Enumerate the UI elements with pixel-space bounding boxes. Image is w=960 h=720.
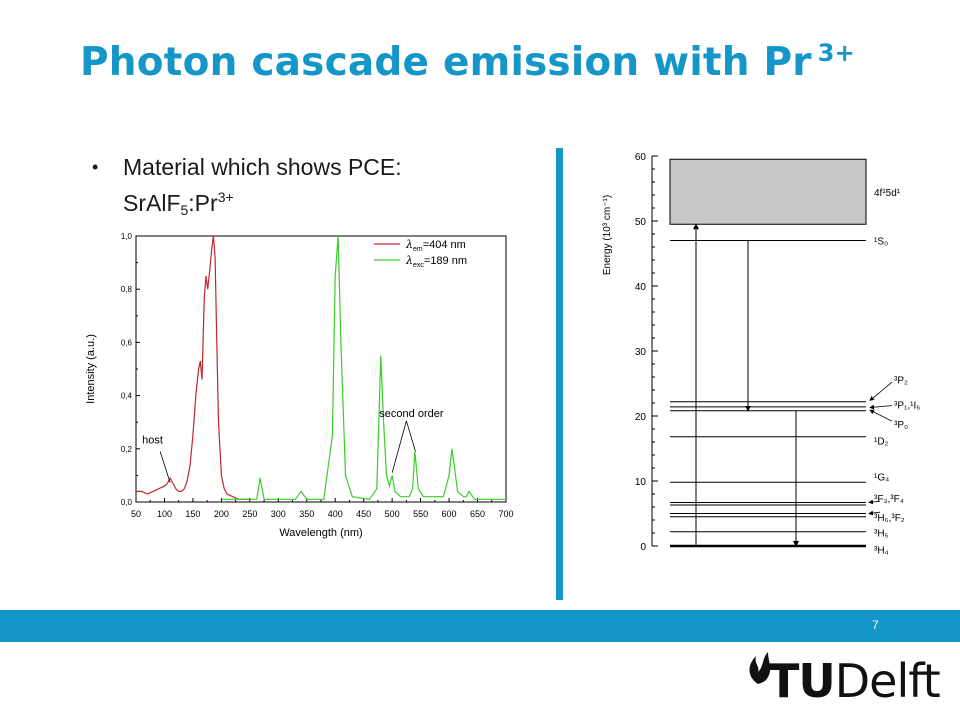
x-tick-label: 500 [385,509,400,519]
energy-level-label: ³P₀ [894,420,908,431]
x-tick-label: 400 [328,509,343,519]
energy-level-label: ¹D₂ [874,437,889,448]
energy-level-label: ³P₂ [894,376,908,387]
second-order-annotation: second order [379,408,444,420]
energy-tick-label: 20 [635,412,647,423]
page-number: 7 [872,618,879,632]
energy-tick-label: 10 [635,477,647,488]
footer-band [0,610,960,642]
x-tick-label: 600 [442,509,457,519]
energy-level-label: ³P₁,¹I₆ [894,400,920,411]
legend-subscript: em [413,246,423,253]
spectrum-chart: Wavelength (nm) Intensity (a.u.) 50 100 150… [85,232,514,539]
spectrum-series [136,235,506,500]
energy-band-4f5d [669,158,867,225]
energy-transitions [693,223,799,547]
spectrum-annotations: host second order [142,408,444,483]
level-label-arrow [869,381,893,401]
energy-tick-label: 50 [635,217,647,228]
energy-level-label: ³H₅ [874,528,889,539]
x-tick-label: 450 [356,509,371,519]
formula-part: SrAlF [123,190,181,216]
band-label: 4f¹5d¹ [874,188,901,199]
energy-tick-label: 40 [635,282,647,293]
y-tick-label: 1,0 [121,232,133,241]
bullet-text: Material which shows PCE: [123,154,402,180]
x-tick-label: 700 [498,509,513,519]
level-label-arrow [869,409,893,422]
logo-wordmark: TUDelft [768,654,941,708]
x-tick-label: 300 [271,509,286,519]
level-label-arrow [868,510,881,516]
legend-entry: λexc=189 nm [405,254,467,269]
x-tick-label: 550 [413,509,428,519]
legend-symbol: λ [405,238,413,251]
y-tick-label: 0,4 [121,392,133,401]
legend-text: =404 nm [423,239,466,251]
energy-level-diagram: 0 10 20 30 40 50 60 Energy (10³ cm⁻¹) 4f¹5d¹ ¹S₀… [602,152,920,556]
second-order-arrow [391,420,407,473]
host-arrow [159,451,171,483]
y-axis-label: Intensity (a.u.) [85,334,97,404]
x-tick-label: 650 [470,509,485,519]
x-axis-label: Wavelength (nm) [279,527,362,539]
x-tick-label: 100 [157,509,172,519]
logo-suffix: Delft [834,654,941,708]
energy-levels: 4f¹5d¹ ¹S₀ ³P₂ ³P₁,¹I₆ ³P₀ ¹D₂ ¹G₄ ³F₃,³F₄ ³H₆,³… [669,158,920,556]
bullet-dot-icon: • [92,157,99,177]
y-tick-label: 0,0 [121,498,133,507]
energy-axis-label: Energy (10³ cm⁻¹) [602,195,613,275]
excitation-spectrum-line [221,235,506,500]
tu-delft-logo: TUDelft [728,650,941,714]
material-formula: SrAlF5:Pr3+ [123,182,402,225]
logo-prefix: TU [768,654,836,708]
x-tick-label: 200 [214,509,229,519]
legend-text: =189 nm [424,255,467,267]
level-label-arrow [868,499,881,505]
legend-subscript: exc [413,262,424,269]
x-tick-label: 150 [185,509,200,519]
legend-symbol: λ [405,254,413,267]
vertical-divider [556,148,563,600]
energy-tick-label: 0 [640,542,646,553]
flame-icon [749,652,771,684]
energy-level-label: ¹G₄ [874,472,889,483]
x-tick-label: 350 [299,509,314,519]
emission-spectrum-line [136,235,250,500]
formula-superscript: 3+ [217,189,234,205]
slide-title: Photon cascade emission with Pr 3+ [80,39,855,85]
slide-title-superscript: 3+ [817,39,855,67]
spectrum-ticks: 50 100 150 200 250 300 350 400 450 500 550 600 650 70… [121,232,514,519]
host-annotation: host [142,434,163,446]
energy-tick-label: 60 [635,152,647,163]
bullet-text-block: Material which shows PCE: SrAlF5:Pr3+ [123,152,402,225]
energy-axes: 0 10 20 30 40 50 60 Energy (10³ cm⁻¹) [602,152,658,553]
energy-level-label: ³H₆,³F₂ [874,513,905,524]
slide-title-text: Photon cascade emission with Pr [80,40,812,85]
energy-level-label: ¹S₀ [874,237,888,248]
y-tick-label: 0,6 [121,338,133,347]
second-order-arrow [406,420,416,452]
formula-subscript: 5 [180,202,189,218]
energy-level-label: ³H₄ [874,545,889,556]
y-tick-label: 0,2 [121,445,133,454]
formula-part: :Pr [188,190,218,216]
energy-level-label: ³F₃,³F₄ [874,494,904,505]
legend-entry: λem=404 nm [405,238,466,253]
x-tick-label: 50 [131,509,141,519]
energy-tick-label: 30 [635,347,647,358]
x-tick-label: 250 [242,509,257,519]
level-label-arrow [869,404,893,410]
y-tick-label: 0,8 [121,285,133,294]
